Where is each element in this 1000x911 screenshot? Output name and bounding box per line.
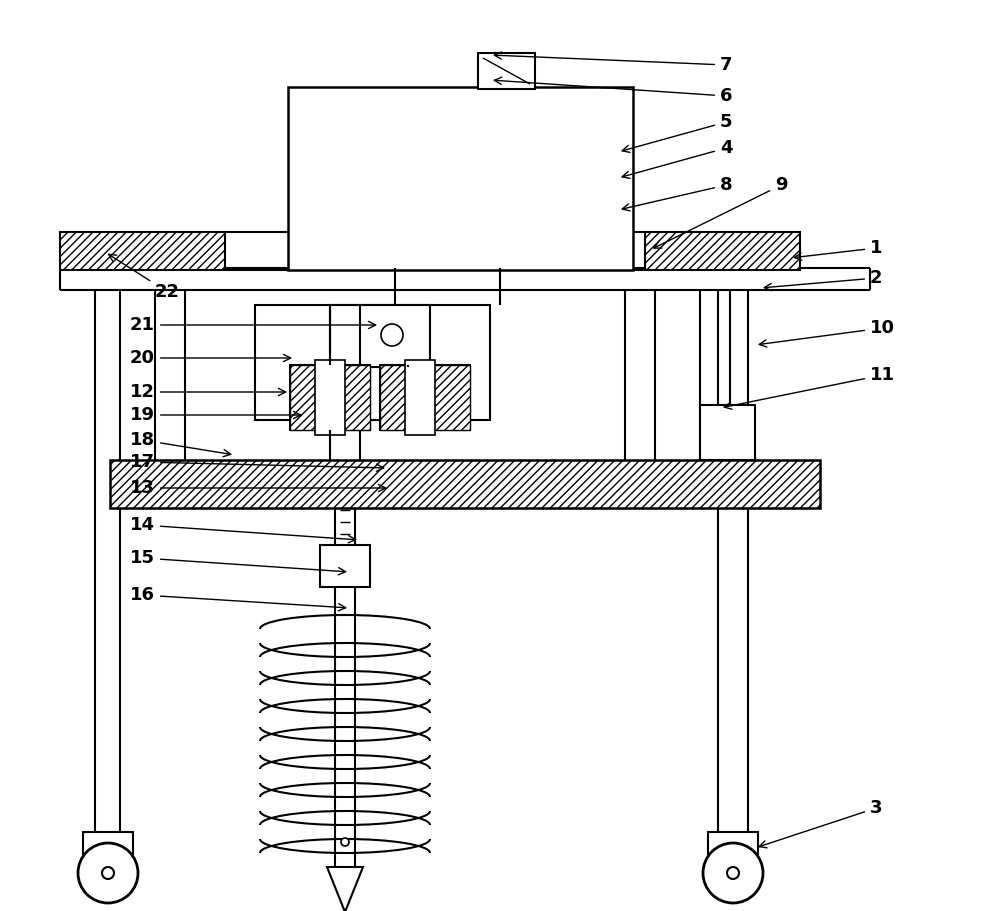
Text: 15: 15 (130, 549, 346, 575)
Text: 11: 11 (724, 366, 895, 409)
Text: 21: 21 (130, 316, 376, 334)
Circle shape (703, 843, 763, 903)
Bar (290, 365, 370, 430)
Text: 19: 19 (130, 406, 301, 424)
Circle shape (341, 838, 349, 846)
Text: 9: 9 (654, 176, 788, 248)
Bar (255, 305, 490, 420)
Text: 10: 10 (759, 319, 895, 347)
Bar (315, 360, 345, 435)
Text: 12: 12 (130, 383, 286, 401)
Text: 22: 22 (109, 254, 180, 301)
Text: 2: 2 (764, 269, 883, 291)
Bar (320, 545, 370, 587)
Bar (288, 87, 633, 270)
Bar (405, 360, 435, 435)
Bar (290, 365, 370, 430)
Text: 18: 18 (130, 431, 231, 456)
Text: 7: 7 (494, 52, 732, 74)
Bar (380, 365, 470, 430)
Text: 8: 8 (622, 176, 733, 211)
Bar (380, 365, 470, 430)
Text: 13: 13 (130, 479, 386, 497)
Text: 1: 1 (794, 239, 883, 261)
Circle shape (102, 867, 114, 879)
Circle shape (381, 324, 403, 346)
Circle shape (727, 867, 739, 879)
Text: 6: 6 (494, 77, 732, 105)
Text: 3: 3 (759, 799, 883, 848)
Text: 4: 4 (622, 139, 732, 179)
Circle shape (78, 843, 138, 903)
Text: 17: 17 (130, 453, 384, 471)
Bar (110, 460, 820, 508)
Bar (708, 832, 758, 854)
Bar (700, 405, 755, 460)
Text: 20: 20 (130, 349, 291, 367)
Bar (645, 232, 800, 270)
Text: 16: 16 (130, 586, 346, 611)
Bar (330, 305, 430, 367)
Bar (478, 53, 535, 89)
Text: 5: 5 (622, 113, 732, 152)
Bar (83, 832, 133, 854)
Bar (60, 232, 225, 270)
Text: 14: 14 (130, 516, 356, 543)
